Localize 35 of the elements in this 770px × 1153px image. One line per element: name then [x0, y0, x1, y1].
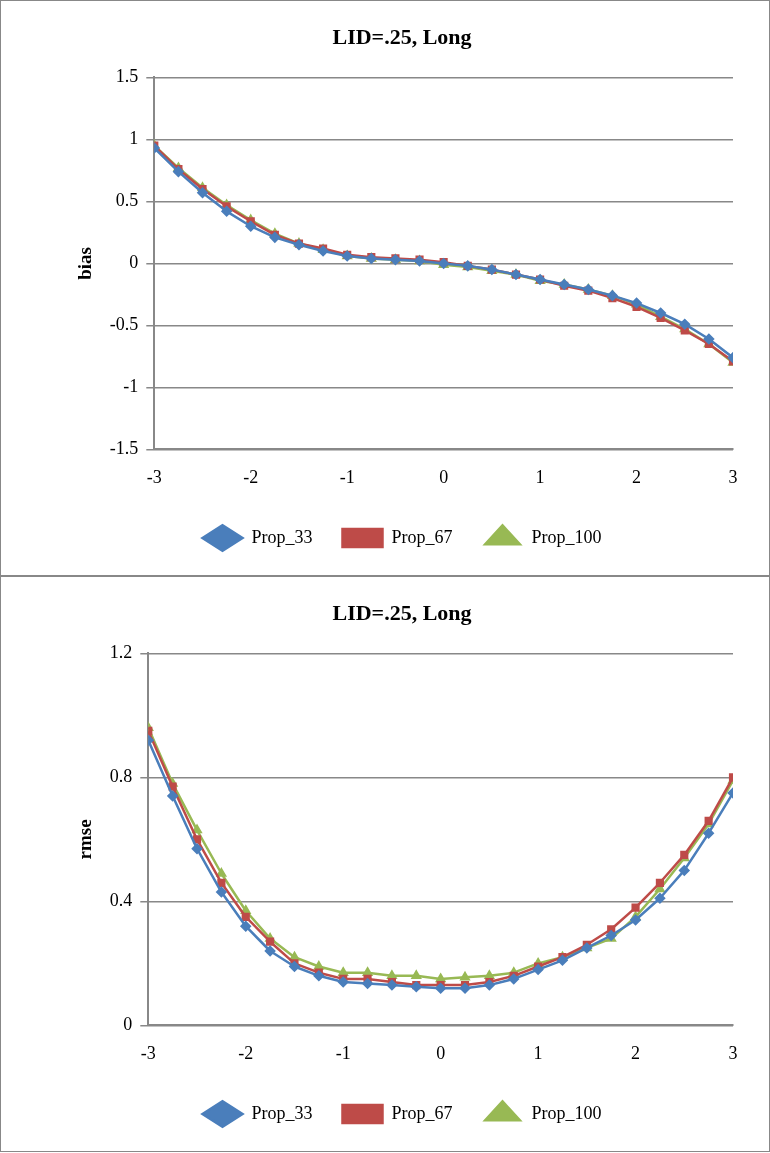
x-tick-label: 0	[436, 1042, 446, 1063]
legend-label: Prop_100	[531, 526, 602, 547]
x-tick-label: 1	[535, 466, 545, 487]
x-tick-label: 3	[728, 466, 738, 487]
y-tick-label: -0.5	[109, 314, 139, 335]
legend-label: Prop_33	[251, 526, 313, 547]
legend-label: Prop_67	[391, 1102, 453, 1123]
y-tick-label: 0	[123, 1014, 133, 1035]
y-tick-label: 1.2	[109, 642, 133, 663]
x-tick-label: 0	[439, 466, 449, 487]
x-tick-label: 1	[533, 1042, 543, 1063]
chart-title: LID=.25, Long	[332, 599, 472, 625]
y-tick-label: 0.5	[115, 190, 139, 211]
y-tick-label: 0	[129, 252, 139, 273]
y-tick-label: 0.8	[109, 766, 133, 787]
x-tick-label: -3	[140, 1042, 156, 1063]
y-tick-label: 1	[129, 128, 139, 149]
x-tick-label: 3	[728, 1042, 738, 1063]
legend-label: Prop_67	[391, 526, 453, 547]
chart-title: LID=.25, Long	[332, 23, 472, 49]
y-axis-title: bias	[74, 247, 96, 280]
y-tick-label: -1	[123, 376, 139, 397]
y-tick-label: 1.5	[115, 66, 139, 87]
x-tick-label: -2	[243, 466, 259, 487]
x-tick-label: -1	[339, 466, 355, 487]
legend-label: Prop_33	[251, 1102, 313, 1123]
x-tick-label: 2	[631, 1042, 641, 1063]
legend-label: Prop_100	[531, 1102, 602, 1123]
x-tick-label: -2	[238, 1042, 254, 1063]
y-axis-title: rmse	[74, 819, 96, 860]
x-tick-label: -1	[335, 1042, 351, 1063]
y-tick-label: -1.5	[109, 438, 139, 459]
x-tick-label: 2	[632, 466, 642, 487]
x-tick-label: -3	[146, 466, 162, 487]
y-tick-label: 0.4	[109, 890, 133, 911]
